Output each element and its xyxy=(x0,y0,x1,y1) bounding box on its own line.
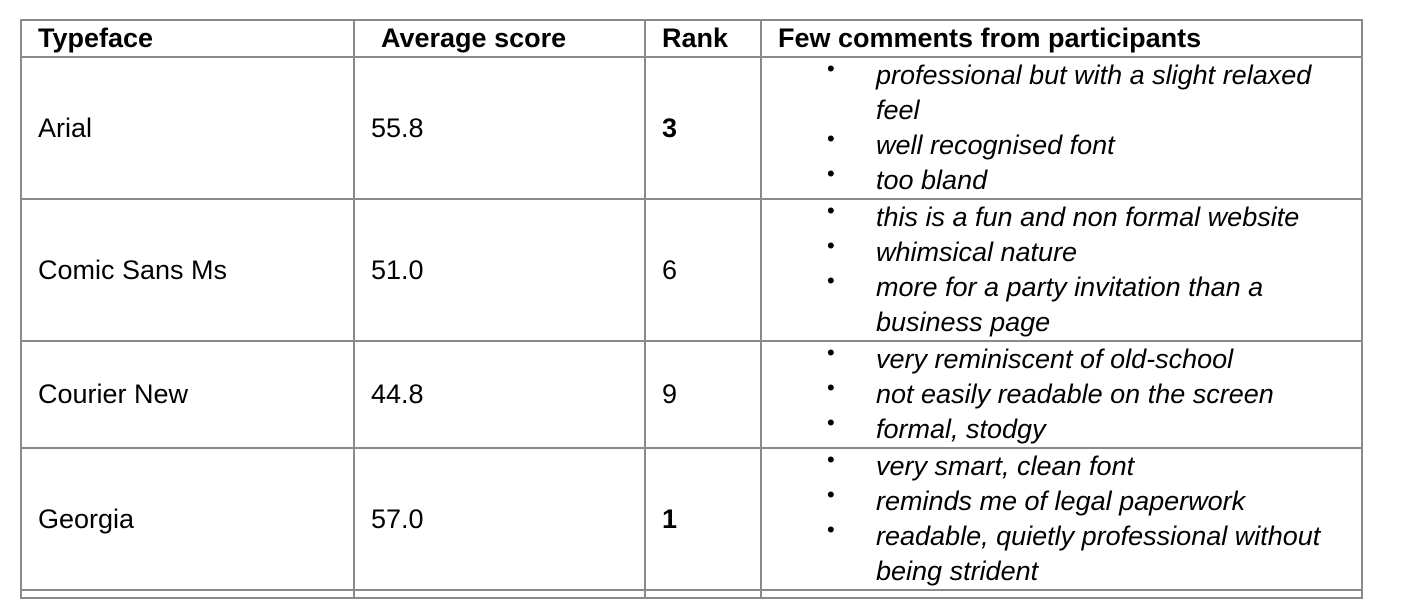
rank-cell: 3 xyxy=(644,56,762,200)
table-header-row: Typeface Average score Rank Few comments… xyxy=(20,19,1363,58)
comment-item: • whimsical nature xyxy=(762,233,1361,270)
typeface-name-cell: Georgia xyxy=(20,447,355,591)
header-average-score: Average score xyxy=(353,19,646,58)
comment-item: • very reminiscent of old-school xyxy=(762,340,1361,377)
comment-text: reminds me of legal paperwork xyxy=(876,486,1246,516)
bullet-icon: • xyxy=(827,340,835,365)
bullet-icon: • xyxy=(827,375,835,400)
comment-text: whimsical nature xyxy=(876,237,1078,267)
comment-text: well recognised font xyxy=(876,130,1115,160)
table-row: Courier New 44.8 9 • very reminiscent of … xyxy=(20,340,1363,449)
comment-text: readable, quietly professional without b… xyxy=(876,521,1321,586)
average-score-cell: 55.8 xyxy=(353,56,646,200)
header-typeface: Typeface xyxy=(20,19,355,58)
comments-cell: • professional but with a slight relaxed … xyxy=(760,56,1363,200)
comment-text: professional but with a slight relaxed f… xyxy=(876,60,1312,125)
bullet-icon: • xyxy=(827,126,835,151)
comments-list: • this is a fun and non formal website • w… xyxy=(762,198,1361,340)
bullet-icon: • xyxy=(827,161,835,186)
bullet-icon: • xyxy=(827,56,835,81)
comment-item: • this is a fun and non formal website xyxy=(762,198,1361,235)
comment-item: • formal, stodgy xyxy=(762,410,1361,447)
comments-cell: • very smart, clean font • reminds me of l… xyxy=(760,447,1363,591)
comment-item: • too bland xyxy=(762,161,1361,198)
header-rank: Rank xyxy=(644,19,762,58)
average-score-cell: 51.0 xyxy=(353,198,646,342)
header-comments: Few comments from participants xyxy=(760,19,1363,58)
comments-list: • professional but with a slight relaxed … xyxy=(762,56,1361,198)
rank-cell: 1 xyxy=(644,447,762,591)
comment-item: • reminds me of legal paperwork xyxy=(762,482,1361,519)
comments-list: • very reminiscent of old-school • not eas… xyxy=(762,340,1361,447)
empty-cell xyxy=(760,589,1363,599)
bullet-icon: • xyxy=(827,447,835,472)
bullet-icon: • xyxy=(827,268,835,293)
comment-text: formal, stodgy xyxy=(876,414,1046,444)
rank-cell: 6 xyxy=(644,198,762,342)
comments-cell: • this is a fun and non formal website • w… xyxy=(760,198,1363,342)
typeface-name-cell: Courier New xyxy=(20,340,355,449)
comment-item: • more for a party invitation than a busi… xyxy=(762,268,1361,340)
comment-item: • well recognised font xyxy=(762,126,1361,163)
bullet-icon: • xyxy=(827,517,835,542)
comments-cell: • very reminiscent of old-school • not eas… xyxy=(760,340,1363,449)
comments-list: • very smart, clean font • reminds me of l… xyxy=(762,447,1361,589)
bullet-icon: • xyxy=(827,198,835,223)
bullet-icon: • xyxy=(827,410,835,435)
comment-text: more for a party invitation than a busin… xyxy=(876,272,1264,337)
bullet-icon: • xyxy=(827,233,835,258)
table-row-partial xyxy=(20,589,1363,599)
typeface-name-cell: Comic Sans Ms xyxy=(20,198,355,342)
table-row: Comic Sans Ms 51.0 6 • this is a fun and … xyxy=(20,198,1363,342)
comment-text: very reminiscent of old-school xyxy=(876,344,1234,374)
empty-cell xyxy=(644,589,762,599)
empty-cell xyxy=(353,589,646,599)
empty-cell xyxy=(20,589,355,599)
comment-item: • very smart, clean font xyxy=(762,447,1361,484)
comment-item: • not easily readable on the screen xyxy=(762,375,1361,412)
table-row: Georgia 57.0 1 • very smart, clean font •… xyxy=(20,447,1363,591)
comment-text: very smart, clean font xyxy=(876,451,1135,481)
average-score-cell: 57.0 xyxy=(353,447,646,591)
comment-item: • professional but with a slight relaxed … xyxy=(762,56,1361,128)
bullet-icon: • xyxy=(827,482,835,507)
typeface-name-cell: Arial xyxy=(20,56,355,200)
comment-text: not easily readable on the screen xyxy=(876,379,1274,409)
table-row: Arial 55.8 3 • professional but with a sl… xyxy=(20,56,1363,200)
comment-text: too bland xyxy=(876,165,988,195)
rank-cell: 9 xyxy=(644,340,762,449)
typeface-results-table: Typeface Average score Rank Few comments… xyxy=(20,19,1363,599)
average-score-cell: 44.8 xyxy=(353,340,646,449)
comment-item: • readable, quietly professional without … xyxy=(762,517,1361,589)
comment-text: this is a fun and non formal website xyxy=(876,202,1300,232)
